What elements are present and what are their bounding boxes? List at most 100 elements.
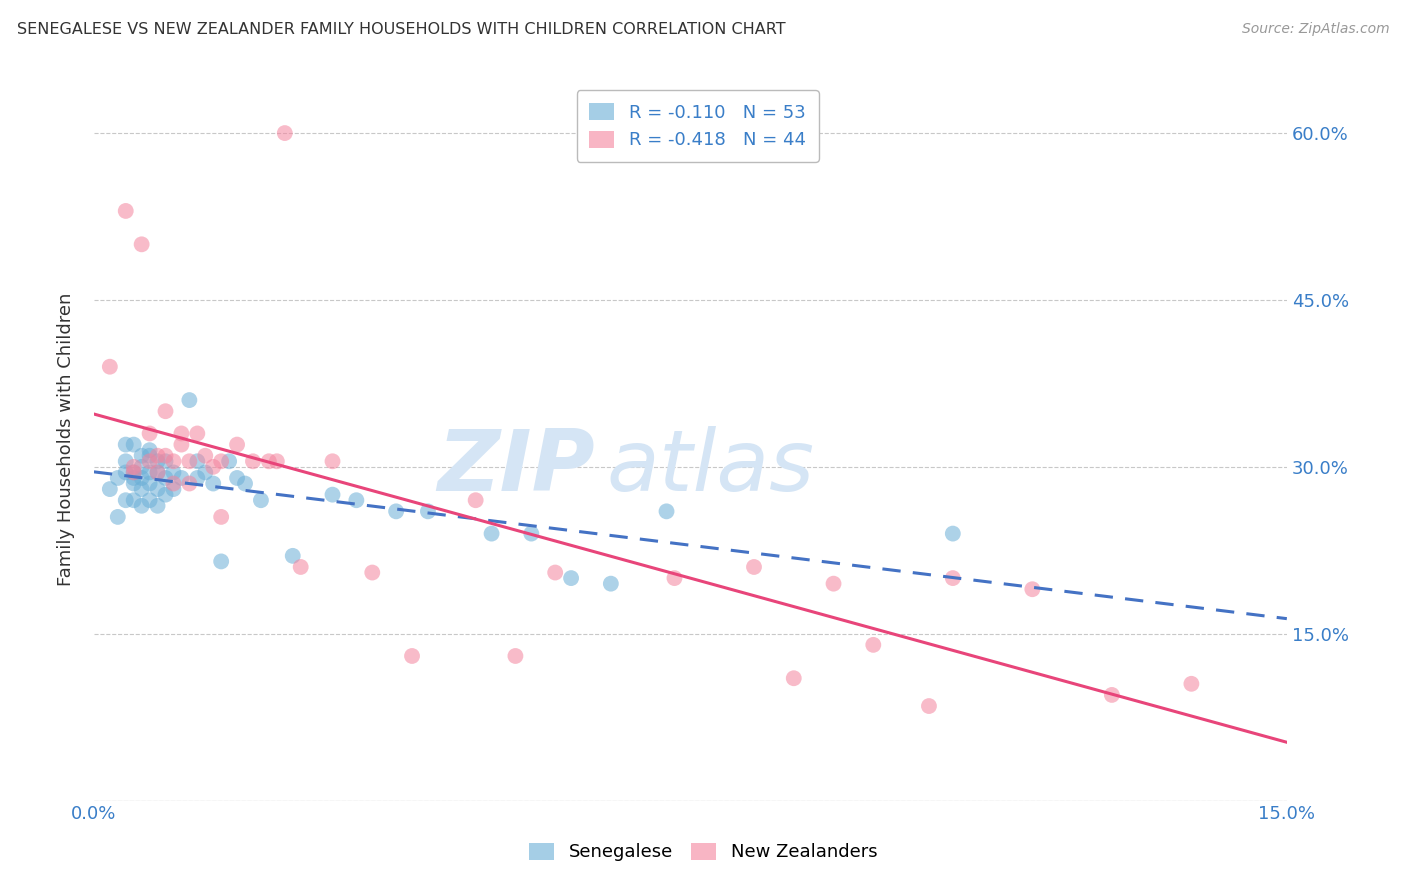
Point (122, 476, 145, 491)
Point (155, 454, 177, 468)
Point (186, 471, 208, 485)
Point (233, 476, 256, 491)
Point (107, 509, 129, 524)
Point (155, 449, 177, 463)
Point (131, 449, 153, 463)
Y-axis label: Family Households with Children: Family Households with Children (58, 293, 75, 586)
Point (114, 454, 136, 468)
Point (560, 571, 582, 585)
Point (146, 449, 169, 463)
Point (179, 393, 201, 408)
Point (146, 466, 169, 480)
Point (138, 493, 160, 508)
Point (114, 437, 136, 451)
Text: Source: ZipAtlas.com: Source: ZipAtlas.com (1241, 22, 1389, 37)
Point (131, 499, 153, 513)
Point (918, 699, 941, 714)
Point (122, 471, 145, 485)
Point (257, 454, 280, 468)
Point (942, 526, 965, 541)
Point (655, 504, 678, 518)
Point (155, 404, 177, 418)
Point (146, 454, 169, 468)
Point (290, 560, 312, 574)
Point (131, 482, 153, 496)
Point (98, 482, 121, 496)
Legend: Senegalese, New Zealanders: Senegalese, New Zealanders (517, 832, 889, 872)
Point (131, 459, 153, 474)
Point (98, 359, 121, 374)
Point (209, 554, 232, 568)
Text: atlas: atlas (607, 426, 815, 509)
Point (186, 454, 208, 468)
Point (281, 549, 304, 563)
Point (266, 454, 288, 468)
Point (209, 509, 232, 524)
Point (862, 638, 884, 652)
Point (520, 526, 543, 541)
Point (401, 648, 423, 663)
Point (202, 459, 225, 474)
Point (122, 493, 145, 508)
Text: ZIP: ZIP (437, 426, 595, 509)
Point (664, 571, 686, 585)
Point (1101, 688, 1123, 702)
Point (321, 454, 343, 468)
Point (218, 454, 240, 468)
Point (162, 454, 184, 468)
Point (361, 566, 384, 580)
Point (202, 476, 225, 491)
Point (742, 560, 765, 574)
Text: SENEGALESE VS NEW ZEALANDER FAMILY HOUSEHOLDS WITH CHILDREN CORRELATION CHART: SENEGALESE VS NEW ZEALANDER FAMILY HOUSE… (17, 22, 786, 37)
Point (122, 466, 145, 480)
Point (209, 454, 232, 468)
Point (114, 493, 136, 508)
Point (274, 126, 297, 140)
Point (186, 426, 208, 441)
Point (138, 476, 160, 491)
Point (226, 471, 249, 485)
Point (250, 493, 273, 508)
Point (1180, 677, 1202, 691)
Point (131, 237, 153, 252)
Point (155, 488, 177, 502)
Point (138, 454, 160, 468)
Point (122, 466, 145, 480)
Legend: R = -0.110   N = 53, R = -0.418   N = 44: R = -0.110 N = 53, R = -0.418 N = 44 (576, 90, 818, 162)
Point (242, 454, 264, 468)
Point (194, 449, 217, 463)
Point (179, 454, 201, 468)
Point (114, 203, 136, 218)
Point (344, 493, 367, 508)
Point (162, 466, 184, 480)
Point (385, 504, 408, 518)
Point (170, 437, 193, 451)
Point (599, 576, 621, 591)
Point (122, 459, 145, 474)
Point (823, 576, 845, 591)
Point (146, 499, 169, 513)
Point (146, 482, 169, 496)
Point (783, 671, 806, 685)
Point (226, 437, 249, 451)
Point (138, 449, 160, 463)
Point (107, 471, 129, 485)
Point (170, 471, 193, 485)
Point (194, 466, 217, 480)
Point (162, 476, 184, 491)
Point (416, 504, 439, 518)
Point (146, 466, 169, 480)
Point (170, 426, 193, 441)
Point (1021, 582, 1043, 597)
Point (138, 466, 160, 480)
Point (114, 466, 136, 480)
Point (942, 571, 965, 585)
Point (122, 437, 145, 451)
Point (155, 471, 177, 485)
Point (138, 426, 160, 441)
Point (179, 476, 201, 491)
Point (464, 493, 486, 508)
Point (321, 488, 343, 502)
Point (544, 566, 567, 580)
Point (131, 471, 153, 485)
